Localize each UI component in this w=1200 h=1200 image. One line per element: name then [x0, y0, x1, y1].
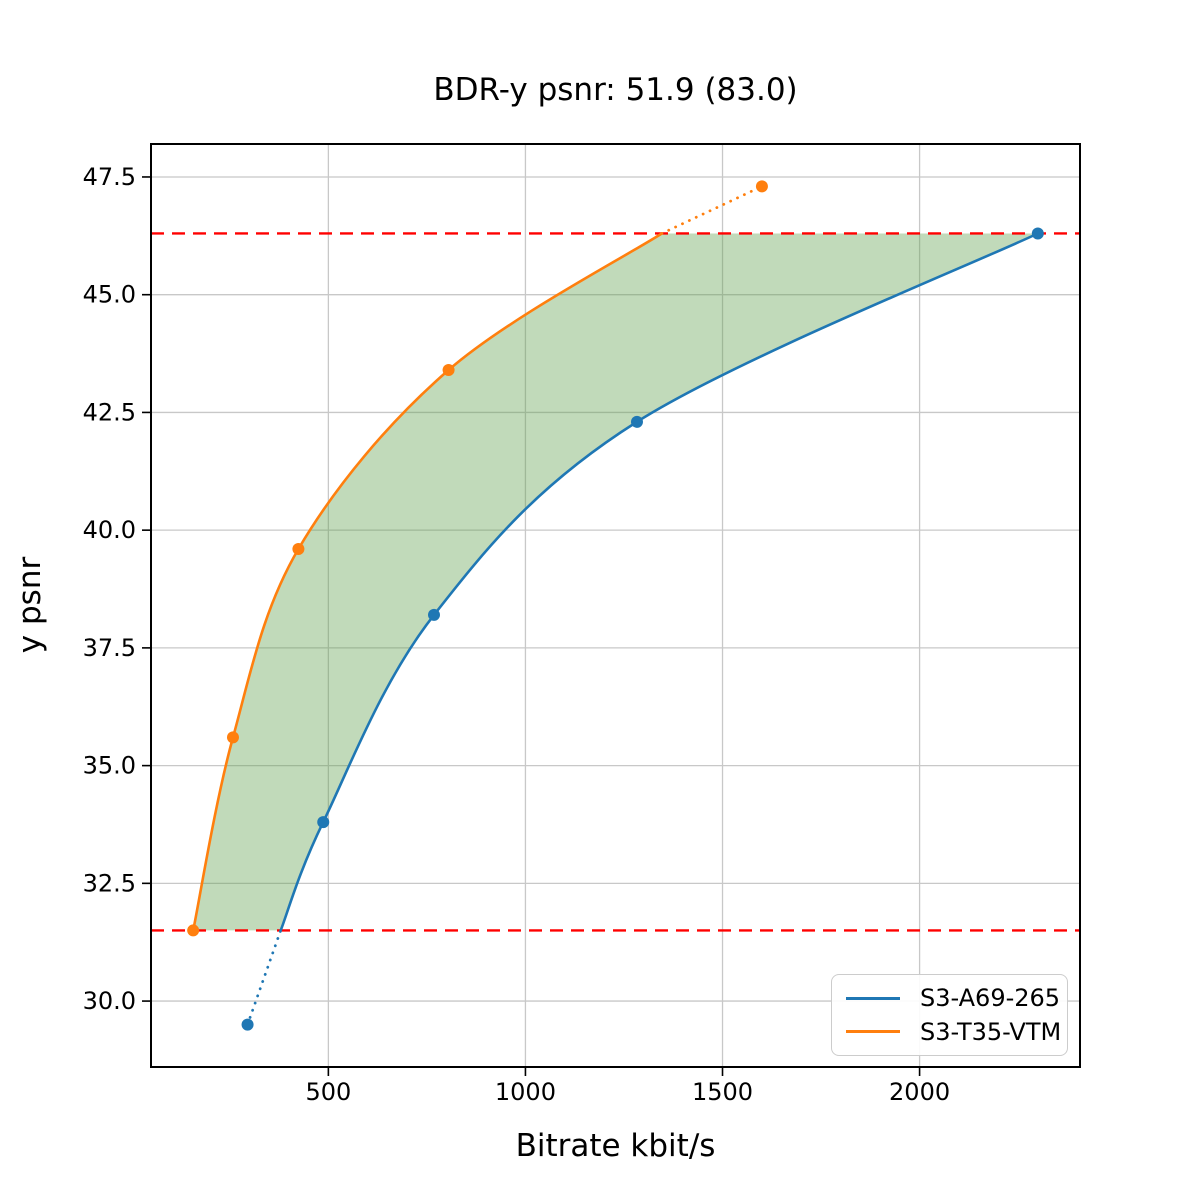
legend-label: S3-T35-VTM [920, 1017, 1062, 1046]
x-tick-label-1500: 1500 [692, 1078, 753, 1106]
y-tick-label-32.5: 32.5 [83, 869, 136, 897]
series-0-marker-1 [317, 816, 330, 829]
x-axis-label: Bitrate kbit/s [515, 1128, 716, 1164]
legend-entry-s3-a69-265: S3-A69-265 [846, 984, 1060, 1012]
plot-frame [150, 143, 1081, 1068]
chart-title: BDR-y psnr: 51.9 (83.0) [433, 72, 798, 108]
series-1-marker-2 [292, 542, 305, 555]
series-1-marker-4 [755, 180, 768, 193]
y-tick-label-45: 45.0 [83, 281, 136, 309]
legend-label: S3-A69-265 [920, 984, 1061, 1013]
y-tick-label-37.5: 37.5 [83, 634, 136, 662]
x-tick-label-2000: 2000 [889, 1078, 950, 1106]
y-tick-label-40: 40.0 [83, 516, 136, 544]
series-0-marker-3 [630, 415, 643, 428]
series-0-marker-2 [427, 608, 440, 621]
series-1-marker-0 [187, 924, 200, 937]
legend-entry-s3-t35-vtm: S3-T35-VTM [846, 1018, 1061, 1046]
x-tick-label-1000: 1000 [495, 1078, 556, 1106]
series-1-marker-1 [226, 731, 239, 744]
y-tick-label-30: 30.0 [83, 987, 136, 1015]
series-1-dotted-segment [660, 184, 764, 235]
y-tick-label-42.5: 42.5 [83, 398, 136, 426]
y-tick-label-47.5: 47.5 [83, 163, 136, 191]
bd-shaded-region [193, 233, 1038, 931]
series-0-marker-0 [241, 1018, 254, 1031]
y-axis-label: y psnr [12, 556, 48, 654]
series-0-marker-4 [1031, 227, 1044, 240]
legend-line-sample-orange [846, 1030, 900, 1034]
series-1-marker-3 [442, 364, 455, 377]
legend: S3-A69-265 S3-T35-VTM [831, 974, 1068, 1056]
series-0-dotted-segment [246, 929, 283, 1027]
legend-line-sample-blue [846, 996, 900, 1000]
x-tick-label-500: 500 [305, 1078, 351, 1106]
y-tick-label-35: 35.0 [83, 752, 136, 780]
